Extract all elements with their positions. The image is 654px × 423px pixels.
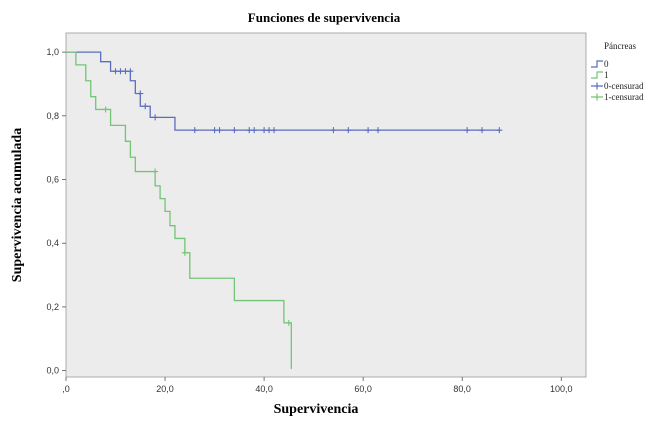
censor-mark-0-censurad	[496, 127, 503, 134]
censor-mark-0-censurad	[216, 127, 223, 134]
legend-label: 0-censurad	[604, 81, 644, 91]
legend-label: 0	[604, 59, 609, 69]
legend-swatch	[591, 60, 603, 68]
x-axis: ,0 20,0 40,0 60,0 80,0 100,0	[62, 377, 573, 394]
censor-mark-1-censurad	[152, 168, 159, 175]
censor-mark-1-censurad	[285, 319, 292, 326]
legend-label: 1	[604, 70, 609, 80]
censor-mark-0-censurad	[345, 127, 352, 134]
censor-mark-1-censurad	[181, 249, 188, 256]
censor-mark-0-censurad	[365, 127, 372, 134]
plot-area	[65, 32, 587, 378]
y-axis-title: Supervivencia acumulada	[10, 128, 25, 282]
legend-title: Páncreas	[604, 41, 636, 51]
series-1-line	[66, 51, 292, 370]
censor-marks	[102, 68, 503, 326]
y-tick-label: 0,0	[46, 366, 59, 376]
y-tick-label: 1,0	[46, 47, 59, 57]
x-tick-label: 40,0	[255, 384, 273, 394]
x-tick-label: 100,0	[550, 384, 573, 394]
censor-mark-0-censurad	[479, 127, 485, 134]
series-0-line	[66, 51, 500, 131]
censor-mark-1-censurad	[102, 106, 109, 113]
legend-swatch	[591, 93, 603, 101]
legend-swatch	[591, 71, 603, 79]
y-axis: 0,0 0,2 0,4 0,6 0,8 1,0	[46, 47, 66, 376]
x-axis-title: Supervivencia	[274, 402, 359, 417]
y-tick-label: 0,6	[46, 175, 59, 185]
censor-mark-0-censurad	[191, 127, 198, 134]
censor-mark-0-censurad	[231, 127, 238, 134]
y-tick-label: 0,4	[46, 238, 59, 248]
censor-mark-0-censurad	[127, 68, 134, 75]
x-tick-label: 20,0	[156, 384, 174, 394]
x-tick-label: 80,0	[453, 384, 471, 394]
x-tick-label: 60,0	[354, 384, 372, 394]
censor-mark-0-censurad	[330, 127, 337, 134]
censor-mark-0-censurad	[375, 127, 381, 134]
y-tick-label: 0,2	[46, 302, 59, 312]
censor-mark-0-censurad	[137, 90, 144, 97]
censor-mark-0-censurad	[142, 103, 149, 110]
censor-mark-0-censurad	[464, 127, 471, 134]
censor-mark-0-censurad	[251, 127, 258, 134]
chart-title: Funciones de supervivencia	[248, 10, 401, 25]
x-tick-label: ,0	[62, 384, 70, 394]
series-layer	[66, 51, 500, 370]
censor-mark-0-censurad	[271, 127, 277, 134]
y-tick-label: 0,8	[46, 111, 59, 121]
legend-swatch	[591, 82, 603, 90]
legend-label: 1-censurad	[604, 92, 644, 102]
censor-mark-0-censurad	[152, 114, 159, 121]
